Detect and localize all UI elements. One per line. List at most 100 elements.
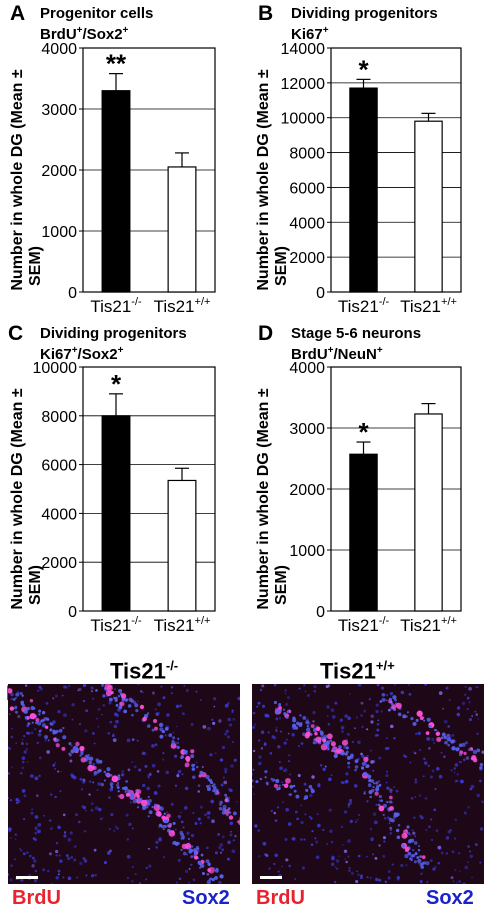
nucleus-dot [68, 685, 71, 688]
nucleus-dot [155, 840, 159, 844]
sox2-cell [180, 832, 185, 837]
sox2-cell [127, 704, 132, 708]
nucleus-dot [57, 770, 60, 773]
nucleus-dot [261, 684, 265, 688]
nucleus-dot [131, 827, 134, 830]
nucleus-dot [376, 728, 380, 732]
sox2-cell [134, 798, 138, 801]
nucleus-dot [385, 773, 389, 778]
nucleus-dot [275, 729, 278, 732]
nucleus-dot [218, 719, 222, 723]
nucleus-dot [206, 846, 209, 850]
nucleus-dot [397, 878, 400, 881]
nucleus-dot [377, 780, 381, 783]
nucleus-dot [261, 704, 266, 708]
nucleus-dot [462, 882, 466, 884]
nucleus-dot [275, 717, 279, 721]
ytick-label-d-1: 1000 [289, 543, 325, 560]
nucleus-dot [376, 734, 379, 737]
bar-c-0 [101, 415, 131, 612]
nucleus-dot [335, 859, 340, 863]
sox2-cell [413, 860, 417, 864]
nucleus-dot [188, 867, 191, 870]
sox2-cell [305, 727, 311, 732]
sox2-cell [407, 851, 412, 856]
sox2-cell [193, 848, 198, 853]
nucleus-dot [300, 838, 303, 841]
nucleus-dot [174, 784, 178, 787]
nucleus-dot [148, 864, 152, 868]
xtick-label-c-1: Tis21+/+ [154, 615, 211, 635]
bar-c-1 [167, 479, 197, 612]
nucleus-dot [300, 742, 304, 745]
nucleus-dot [120, 773, 125, 777]
sox2-cell [390, 702, 394, 706]
nucleus-dot [146, 786, 150, 791]
nucleus-dot [334, 866, 337, 868]
nucleus-dot [199, 822, 202, 825]
nucleus-dot [443, 719, 448, 724]
sox2-cell [40, 719, 44, 723]
sox2-cell [103, 779, 106, 782]
nucleus-dot [330, 708, 335, 712]
nucleus-dot [380, 686, 385, 690]
sox2-cell [412, 721, 417, 727]
nucleus-dot [414, 752, 417, 755]
nucleus-dot [126, 738, 131, 743]
nucleus-dot [136, 700, 139, 703]
nucleus-dot [376, 684, 380, 687]
nucleus-dot [156, 770, 160, 773]
sox2-cell [305, 720, 310, 725]
nucleus-dot [229, 821, 234, 825]
nucleus-dot [311, 775, 315, 779]
sox2-cell [180, 848, 183, 852]
nucleus-dot [317, 783, 321, 786]
nucleus-dot [97, 782, 102, 786]
sox2-cell [44, 734, 49, 740]
plot-frame-c [82, 366, 216, 612]
nucleus-dot [112, 738, 117, 742]
nucleus-dot [101, 713, 103, 716]
brdu-cell [53, 737, 57, 741]
nucleus-dot [387, 870, 391, 873]
nucleus-dot [211, 819, 215, 824]
sox2-cell [46, 718, 50, 721]
nucleus-dot [281, 781, 283, 784]
nucleus-dot [60, 770, 63, 773]
nucleus-dot [284, 837, 288, 841]
nucleus-dot [265, 714, 270, 718]
sox2-cell [264, 776, 267, 779]
sox2-cell [347, 761, 351, 765]
brdu-cell [305, 731, 311, 737]
nucleus-dot [372, 769, 375, 772]
brdu-cell [378, 805, 385, 812]
sox2-cell [190, 845, 194, 848]
nucleus-dot [283, 741, 287, 745]
nucleus-dot [279, 766, 283, 771]
nucleus-dot [143, 752, 147, 756]
nucleus-dot [71, 703, 75, 707]
nucleus-dot [271, 735, 275, 739]
nucleus-dot [360, 874, 363, 877]
ytick-label-c-4: 8000 [41, 409, 77, 426]
nucleus-dot [371, 760, 376, 764]
sox2-cell [312, 720, 315, 723]
nucleus-dot [415, 732, 418, 735]
nucleus-dot [427, 764, 430, 767]
nucleus-dot [267, 731, 270, 734]
nucleus-dot [45, 701, 49, 705]
nucleus-dot [109, 787, 114, 792]
sox2-cell [227, 807, 231, 810]
nucleus-dot [378, 799, 381, 802]
nucleus-dot [88, 780, 92, 783]
ylabel-c-line1: Number in whole DG (Mean ± [9, 388, 26, 609]
sox2-cell [414, 852, 418, 856]
sox2-cell [197, 860, 202, 866]
micrograph-tis21-knockout [8, 684, 240, 884]
brdu-cell [140, 799, 148, 807]
nucleus-dot [460, 779, 464, 784]
micrograph-tis21-wildtype [252, 684, 484, 884]
nucleus-dot [210, 799, 215, 804]
brdu-cell [110, 691, 114, 695]
